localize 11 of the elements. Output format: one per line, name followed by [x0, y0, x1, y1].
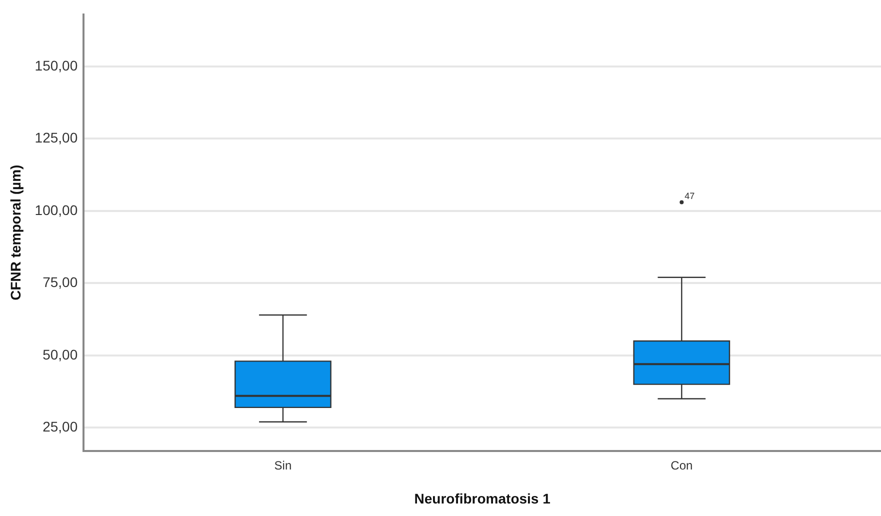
- x-axis-title: Neurofibromatosis 1: [414, 490, 551, 506]
- y-tick-label: 50,00: [42, 346, 78, 362]
- annotation: 47: [684, 191, 695, 202]
- y-tick-label: 150,00: [34, 57, 78, 74]
- y-tick-label: 75,00: [42, 274, 78, 290]
- y-axis-title: CFNR temporal (µm): [7, 164, 24, 300]
- x-tick-label: Con: [670, 458, 693, 472]
- y-tick-label: 100,00: [34, 202, 78, 218]
- y-tick-label: 25,00: [42, 418, 78, 435]
- y-tick-label: 125,00: [34, 130, 78, 146]
- x-tick-label: Sin: [274, 458, 292, 472]
